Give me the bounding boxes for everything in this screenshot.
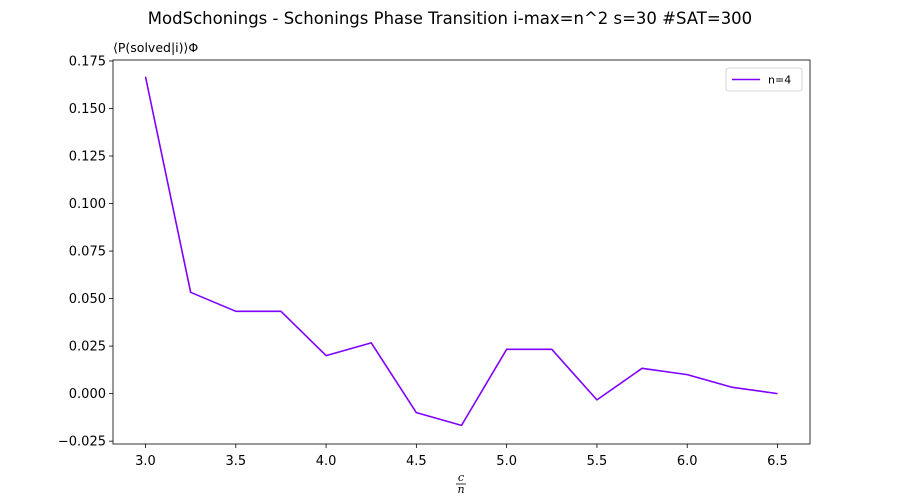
x-tick-label: 4.0 — [316, 454, 337, 469]
y-tick-label: 0.075 — [69, 245, 106, 260]
x-tick-label: 5.0 — [496, 454, 517, 469]
y-tick-label: 0.050 — [69, 292, 106, 307]
y-tick-label: 0.175 — [69, 54, 106, 69]
x-tick-label: 3.0 — [135, 454, 156, 469]
y-tick-label: −0.025 — [58, 435, 106, 450]
y-tick-label: 0.000 — [69, 387, 106, 402]
x-tick-label: 4.5 — [406, 454, 427, 469]
plot-frame — [112, 59, 811, 445]
plot-area: 3.0 3.5 4.0 4.5 5.0 5.5 6.0 6.5 −0.025 0.000 0.025… — [58, 54, 811, 469]
x-tick-label: 5.5 — [587, 454, 608, 469]
y-axis-label: ⟨P(solved|i)⟩Φ — [113, 40, 198, 55]
x-tick-label: 3.5 — [225, 454, 246, 469]
x-axis-label-denominator: n — [457, 483, 464, 496]
x-tick-label: 6.0 — [677, 454, 698, 469]
x-tick-label: 6.5 — [767, 454, 788, 469]
y-tick-label: 0.100 — [69, 197, 106, 212]
series-line — [144, 76, 778, 427]
y-tick-label: 0.150 — [69, 102, 106, 117]
y-tick-label: 0.125 — [69, 150, 106, 165]
chart-title: ModSchonings - Schonings Phase Transitio… — [148, 9, 752, 28]
x-axis-label-numerator: c — [458, 471, 464, 484]
x-axis-label: c n — [456, 471, 466, 496]
legend-box — [725, 67, 803, 92]
y-tick-label: 0.025 — [69, 340, 106, 355]
legend-label: n=4 — [768, 74, 791, 87]
